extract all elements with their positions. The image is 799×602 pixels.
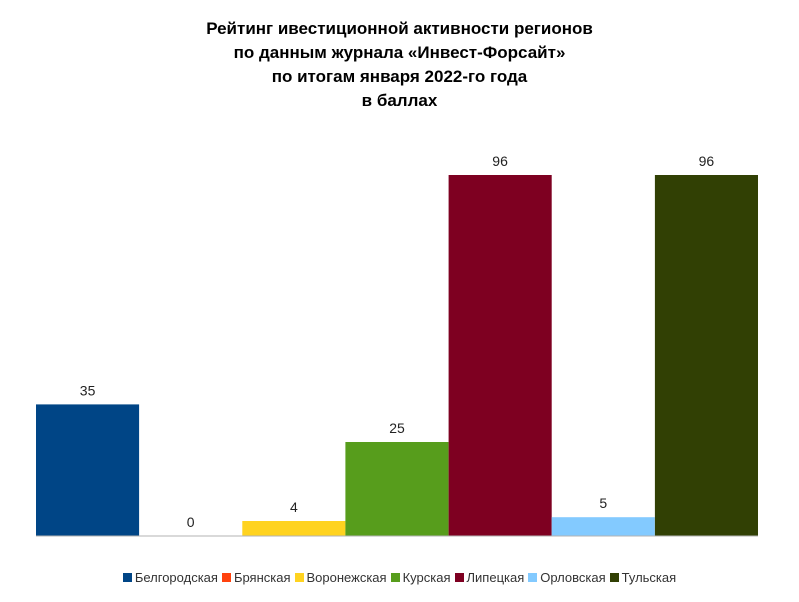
chart-title-line-2: по данным журнала «Инвест-Форсайт»: [233, 43, 566, 62]
bar-7: [654, 175, 758, 536]
legend-swatch: [294, 573, 304, 582]
legend-swatch: [454, 573, 464, 582]
legend-label: Брянская: [233, 570, 291, 585]
bar-6: [551, 517, 655, 536]
chart-title-line-3: по итогам января 2022-го года: [271, 67, 528, 86]
bar-3: [242, 521, 346, 536]
bar-5: [448, 175, 552, 536]
legend-item-5: Липецкая: [454, 570, 525, 585]
bar-6-value-label: 5: [599, 495, 607, 511]
legend-item-2: Брянская: [221, 570, 291, 585]
chart-title: Рейтинг ивестиционной активности регионо…: [0, 17, 799, 113]
legend-swatch: [528, 573, 538, 582]
chart-legend: Белгородская Брянская Воронежская Курская Ли…: [0, 570, 799, 585]
bar-1: [36, 404, 140, 536]
legend-item-4: Курская: [390, 570, 451, 585]
legend-label: Липецкая: [466, 570, 525, 585]
bar-chart-plot: 35 0 4 25 96 5 96: [36, 153, 758, 537]
bar-4-value-label: 25: [389, 420, 405, 436]
legend-item-7: Тульская: [609, 570, 677, 585]
legend-label: Орловская: [540, 570, 606, 585]
legend-label: Курская: [402, 570, 451, 585]
bar-4: [345, 442, 449, 536]
legend-label: Воронежская: [306, 570, 387, 585]
legend-label: Тульская: [621, 570, 677, 585]
bar-5-value-label: 96: [492, 153, 508, 169]
bar-2-value-label: 0: [187, 514, 195, 530]
bar-3-value-label: 4: [290, 499, 298, 515]
legend-swatch: [609, 573, 619, 582]
legend-label: Белгородская: [134, 570, 218, 585]
chart-title-line-1: Рейтинг ивестиционной активности регионо…: [206, 19, 593, 38]
bar-7-value-label: 96: [699, 153, 715, 169]
legend-item-6: Орловская: [528, 570, 606, 585]
legend-item-3: Воронежская: [294, 570, 387, 585]
legend-swatch: [390, 573, 400, 582]
legend-swatch: [122, 573, 132, 582]
legend-item-1: Белгородская: [122, 570, 218, 585]
chart-title-line-4: в баллах: [361, 91, 438, 110]
bar-1-value-label: 35: [80, 382, 96, 398]
legend-swatch: [221, 573, 231, 582]
